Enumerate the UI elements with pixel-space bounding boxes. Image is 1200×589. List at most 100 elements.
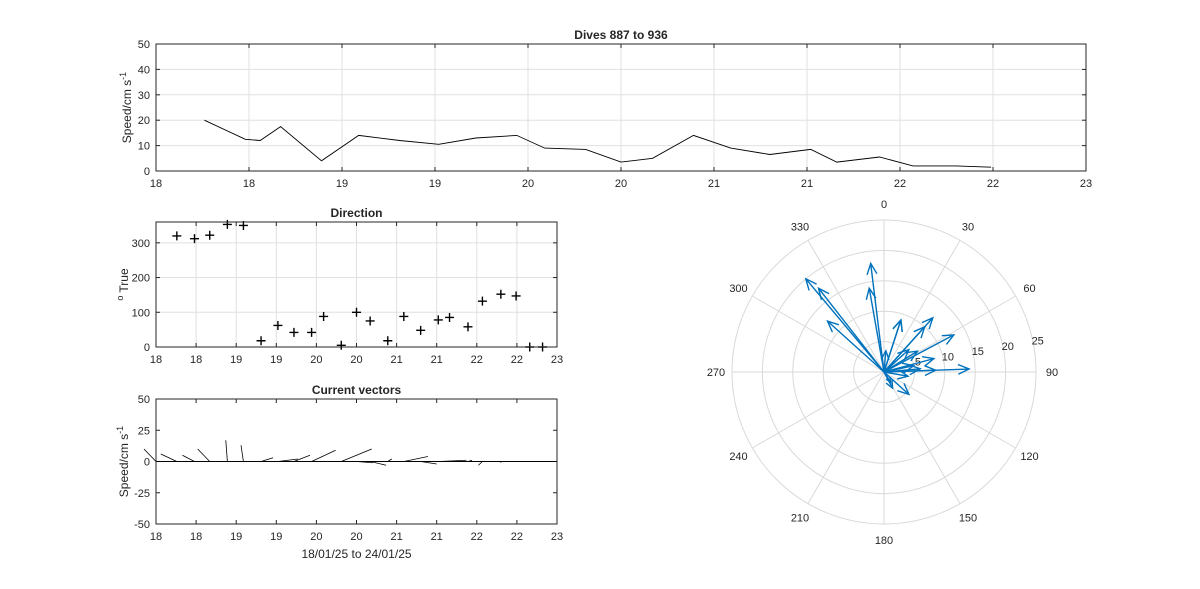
speed-y-tick-label: 30 (138, 90, 150, 102)
polar-angle-label: 330 (791, 222, 809, 234)
speed-y-tick-label: 20 (138, 115, 150, 127)
direction-point-marker (433, 315, 443, 325)
direction-point-marker (365, 316, 375, 326)
vectors-x-tick-label: 22 (511, 531, 523, 543)
polar-angle-label: 210 (791, 512, 809, 524)
vectors-x-tick-label: 18 (190, 531, 202, 543)
current-vector-stick (356, 461, 373, 464)
current-vector-stick (143, 448, 157, 462)
direction-x-tick-label: 18 (190, 354, 202, 366)
vectors-y-tick-label: 25 (138, 425, 150, 437)
polar-vector-arrowhead (892, 318, 903, 332)
polar-vector-shaft (883, 371, 909, 377)
polar-vector-arrowhead (826, 319, 840, 333)
direction-point-marker (477, 296, 487, 306)
direction-x-tick-label: 21 (431, 354, 443, 366)
polar-vector-arrowhead (957, 363, 971, 375)
polar-angle-label: 240 (729, 451, 747, 463)
vectors-y-axis-label: Speed/cm s-1 (115, 426, 131, 497)
polar-vector-shaft (883, 371, 892, 383)
direction-x-tick-label: 21 (390, 354, 402, 366)
direction-x-tick-label: 22 (511, 354, 523, 366)
polar-vector-shaft (883, 371, 910, 395)
polar-angle-label: 90 (1046, 367, 1058, 379)
current-vector-stick (403, 456, 428, 462)
polar-angle-label: 180 (875, 535, 893, 547)
direction-x-tick-label: 20 (310, 354, 322, 366)
polar-vector-shaft (805, 278, 885, 373)
direction-y-tick-label: 300 (132, 238, 150, 250)
speed-x-tick-label: 22 (987, 178, 999, 190)
direction-point-marker (222, 219, 232, 229)
y-axis-label-main: True (117, 268, 131, 293)
direction-x-tick-label: 18 (150, 354, 162, 366)
vectors-x-tick-label: 21 (390, 531, 402, 543)
direction-point-marker (463, 322, 473, 332)
speed-panel: 18 18 19 19 20 20 21 21 22 22 23 0 10 20 30 40 50 Dives 8… (118, 28, 1092, 190)
speed-x-tick-label: 20 (522, 178, 534, 190)
speed-y-tick-label: 50 (138, 39, 150, 51)
vectors-title: Current vectors (312, 383, 402, 397)
current-vector-stick (240, 445, 244, 462)
direction-title: Direction (330, 206, 382, 220)
polar-vector-arrowhead (897, 369, 910, 380)
y-axis-label-main: Speed/cm s (117, 434, 131, 497)
vectors-axes-frame (155, 398, 558, 525)
y-axis-label-exponent: -1 (115, 426, 125, 434)
polar-angle-label: 120 (1020, 451, 1038, 463)
polar-vector-arrowhead (921, 316, 934, 330)
polar-angle-label: 0 (881, 199, 887, 211)
current-vector-stick (370, 461, 387, 466)
direction-x-tick-label: 20 (350, 354, 362, 366)
polar-vector-shaft (827, 320, 885, 373)
speed-x-tick-label: 19 (429, 178, 441, 190)
speed-x-tick-label: 21 (708, 178, 720, 190)
current-vector-stick (277, 458, 299, 462)
polar-vector-shaft (883, 319, 902, 373)
y-axis-label-exponent: -1 (118, 72, 128, 80)
vectors-y-tick-label: -50 (134, 519, 150, 531)
direction-point-marker (319, 311, 329, 321)
polar-vector-arrowhead (941, 334, 956, 345)
direction-point-marker (336, 340, 346, 350)
polar-vector-arrowhead (924, 365, 938, 377)
direction-y-tick-label: 100 (132, 307, 150, 319)
polar-radial-label: 20 (1002, 341, 1014, 353)
speed-axes-frame (155, 43, 1087, 172)
polar-angle-gridline (752, 371, 885, 449)
vectors-x-tick-label: 19 (230, 531, 242, 543)
current-vector-stick (160, 453, 178, 462)
speed-x-tick-label: 20 (615, 178, 627, 190)
polar-angle-label: 60 (1023, 283, 1035, 295)
direction-axes-frame (155, 221, 558, 348)
speed-x-tick-label: 21 (801, 178, 813, 190)
y-axis-label-main: Speed/cm s (120, 80, 134, 143)
direction-point-marker (172, 231, 182, 241)
direction-y-tick-label: 200 (132, 273, 150, 285)
direction-x-tick-label: 19 (270, 354, 282, 366)
speed-y-axis-label: Speed/cm s-1 (118, 72, 134, 143)
polar-angle-gridline (807, 371, 885, 504)
current-vector-stick (438, 459, 467, 462)
direction-point-marker (205, 230, 215, 240)
polar-vector-arrowhead (880, 349, 890, 361)
polar-angle-label: 30 (962, 222, 974, 234)
current-vector-stick (467, 459, 473, 462)
direction-y-axis-label: o True (115, 268, 131, 301)
direction-point-marker (496, 289, 506, 299)
polar-vector-panel: 0306090120150180210240270300330510152025 (707, 199, 1058, 547)
speed-x-tick-label: 19 (336, 178, 348, 190)
polar-vector-arrowhead (865, 286, 877, 300)
speed-x-tick-label: 23 (1080, 178, 1092, 190)
current-vectors-panel: 18 18 19 19 20 20 21 21 22 22 23 -50 -25 0 25 50 Current… (115, 383, 563, 561)
current-vector-stick (420, 461, 437, 465)
polar-angle-gridline (883, 371, 1016, 449)
polar-radial-label: 10 (942, 351, 954, 363)
vectors-y-tick-label: -25 (134, 488, 150, 500)
current-vector-stick (225, 440, 228, 462)
direction-panel: 18 18 19 19 20 20 21 21 22 22 23 0 100 200 300 Directio… (115, 206, 563, 366)
polar-angle-label: 150 (959, 512, 977, 524)
polar-vector-arrowhead (885, 376, 892, 384)
speed-y-tick-label: 0 (144, 166, 150, 178)
polar-vector-arrowhead (897, 348, 911, 361)
